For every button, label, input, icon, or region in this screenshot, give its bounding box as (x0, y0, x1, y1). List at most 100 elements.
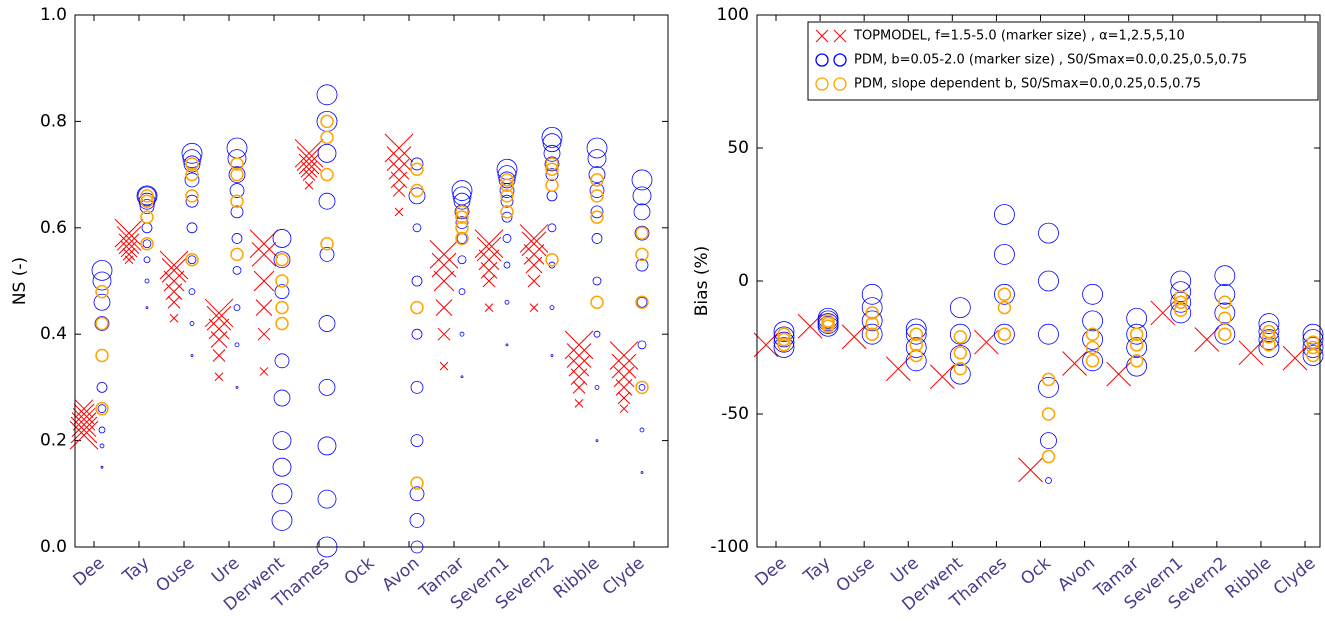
circle-marker (1218, 311, 1232, 325)
x-tick-label: Ock (341, 553, 379, 589)
circle-marker (1082, 329, 1103, 350)
x-tick-label: Dee (752, 553, 791, 590)
x-marker (384, 133, 414, 163)
circle-marker (136, 185, 158, 207)
circle-marker (145, 306, 149, 310)
x-marker (609, 341, 639, 370)
circle-marker (1262, 338, 1276, 352)
circle-marker (273, 251, 291, 269)
x-marker (122, 248, 136, 261)
x-marker (519, 224, 549, 253)
circle-marker (905, 337, 927, 358)
x-marker (474, 229, 504, 259)
circle-marker (455, 231, 469, 246)
circle-marker (230, 167, 244, 182)
circle-marker (639, 427, 645, 433)
y-tick-label: 50 (727, 138, 749, 158)
circle-marker (777, 327, 791, 341)
circle-marker (545, 168, 559, 182)
circle-marker (994, 204, 1015, 225)
circle-marker (865, 316, 879, 331)
legend-label: TOPMODEL, f=1.5-5.0 (marker size) , α=1,… (853, 29, 1185, 44)
circle-marker (412, 223, 422, 233)
circle-marker (861, 323, 883, 345)
circle-marker (1085, 354, 1100, 368)
circle-marker (632, 186, 652, 206)
circle-marker (230, 205, 244, 219)
circle-marker (459, 331, 465, 337)
x-marker (251, 242, 277, 267)
circle-marker (411, 328, 423, 340)
x-tick-label: Ouse (832, 553, 878, 596)
circle-marker (635, 295, 649, 310)
x-marker (841, 324, 867, 350)
circle-marker (1085, 340, 1100, 355)
y-tick-label: 0.4 (40, 324, 67, 344)
y-axis-label: NS (-) (10, 257, 30, 305)
circle-marker (1038, 323, 1059, 345)
circle-marker (634, 225, 650, 241)
circle-marker (865, 327, 879, 341)
circle-marker (144, 278, 150, 284)
circle-marker (275, 274, 289, 288)
circle-marker (590, 205, 604, 219)
x-marker (167, 295, 181, 309)
x-marker (255, 299, 273, 316)
x-marker (611, 353, 637, 379)
circle-marker (95, 316, 109, 331)
x-marker (302, 168, 316, 181)
circle-marker (91, 259, 113, 281)
x-marker (249, 229, 279, 259)
circle-marker (637, 340, 647, 350)
circle-marker (498, 171, 516, 189)
circle-marker (272, 457, 292, 477)
x-marker (613, 366, 635, 388)
circle-marker (226, 137, 248, 159)
circle-marker (137, 186, 157, 206)
circle-marker (633, 203, 651, 221)
circle-marker (1218, 295, 1232, 310)
circle-marker (505, 343, 509, 347)
x-marker (208, 318, 230, 340)
circle-marker (94, 316, 110, 331)
circle-marker (997, 327, 1012, 341)
circle-marker (96, 381, 108, 393)
circle-marker (1258, 321, 1280, 342)
circle-marker (1038, 222, 1059, 244)
x-marker (433, 270, 455, 292)
x-tick-label: Ure (887, 553, 922, 587)
circle-marker (997, 300, 1012, 315)
x-marker (529, 303, 539, 312)
circle-marker (233, 304, 241, 312)
x-marker (523, 244, 545, 265)
y-tick-label: -50 (721, 404, 749, 424)
x-marker (298, 153, 320, 175)
circle-marker (182, 149, 202, 169)
axes-frame (756, 14, 1321, 548)
x-marker (386, 146, 412, 171)
circle-marker (319, 246, 335, 262)
circle-marker (275, 252, 289, 267)
circle-marker (228, 166, 246, 184)
circle-marker (549, 305, 555, 311)
x-marker (437, 327, 451, 341)
x-marker (116, 226, 142, 251)
x-marker (259, 367, 269, 376)
circle-marker (95, 401, 109, 416)
plot-area (753, 204, 1324, 484)
circle-marker (316, 84, 338, 106)
circle-marker (185, 194, 199, 208)
circle-marker (318, 378, 336, 396)
circle-marker (502, 234, 512, 243)
circle-marker (817, 307, 839, 329)
x-marker (304, 180, 314, 190)
y-tick-label: 0 (738, 271, 749, 291)
circle-marker (317, 436, 337, 456)
circle-marker (949, 345, 971, 366)
circle-marker (234, 342, 240, 348)
circle-marker (451, 180, 473, 201)
circle-marker (545, 162, 559, 177)
circle-marker (410, 476, 424, 490)
legend-marker (815, 77, 829, 91)
circle-marker (953, 362, 968, 376)
